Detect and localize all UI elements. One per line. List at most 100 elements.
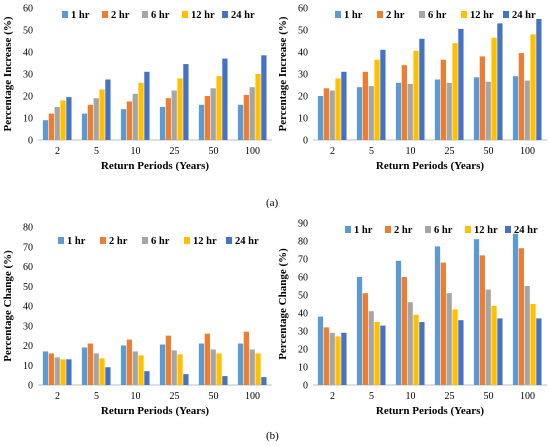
bar xyxy=(183,374,189,385)
bar xyxy=(518,53,524,140)
y-axis-title: Percentage Change (%) xyxy=(277,248,289,360)
bar xyxy=(159,107,166,140)
legend-swatch xyxy=(226,237,232,244)
bar xyxy=(132,351,138,385)
y-tick-label: 40 xyxy=(23,302,33,313)
y-tick-label: 10 xyxy=(298,363,308,374)
bar xyxy=(138,355,144,386)
legend-label: 1 hr xyxy=(67,236,86,247)
y-axis-title: Percentage Increase (%) xyxy=(277,16,289,131)
y-tick-label: 40 xyxy=(298,309,308,320)
bar xyxy=(536,19,542,140)
bar xyxy=(42,120,49,140)
bar xyxy=(165,335,171,386)
bar xyxy=(497,318,503,385)
bar xyxy=(243,331,249,385)
legend-label: 6 hr xyxy=(151,10,170,21)
bar xyxy=(380,325,386,385)
bar xyxy=(261,55,267,140)
y-tick-label: 10 xyxy=(298,114,308,125)
caption-a: (a) xyxy=(266,197,279,209)
bar xyxy=(473,77,480,140)
x-tick-label: 2 xyxy=(330,146,335,157)
x-tick-label: 2 xyxy=(330,391,335,402)
bar xyxy=(317,316,324,385)
legend-label: 2 hr xyxy=(386,10,405,21)
x-axis-title: Return Periods (Years) xyxy=(376,160,484,172)
bar xyxy=(407,83,413,140)
bar xyxy=(120,345,127,385)
bar xyxy=(341,332,347,385)
x-tick-label: 50 xyxy=(484,391,494,402)
legend-label: 24 hr xyxy=(514,225,538,236)
legend-swatch xyxy=(142,11,148,18)
bar xyxy=(368,86,374,140)
x-tick-label: 25 xyxy=(445,391,455,402)
bar xyxy=(512,76,519,140)
x-tick-label: 5 xyxy=(369,391,374,402)
legend-swatch xyxy=(377,11,383,18)
legend-label: 24 hr xyxy=(235,236,259,247)
bar xyxy=(323,327,329,385)
legend-swatch xyxy=(503,11,509,18)
y-axis-title: Percentage Change (%) xyxy=(2,250,14,362)
bar xyxy=(395,260,402,385)
y-tick-label: 30 xyxy=(23,321,33,332)
bar xyxy=(48,113,54,140)
bar xyxy=(159,344,166,385)
legend-label: 12 hr xyxy=(470,10,494,21)
y-tick-label: 0 xyxy=(303,381,308,392)
x-tick-label: 10 xyxy=(406,146,416,157)
bar xyxy=(198,343,205,385)
legend-swatch xyxy=(100,237,106,244)
legend-label: 1 hr xyxy=(354,225,373,236)
legend-swatch xyxy=(222,11,228,18)
bar xyxy=(198,104,205,140)
bar xyxy=(356,87,363,140)
bar xyxy=(362,293,368,385)
legend-label: 2 hr xyxy=(111,10,130,21)
y-tick-label: 30 xyxy=(23,70,33,81)
bar xyxy=(497,23,503,140)
x-tick-label: 10 xyxy=(131,146,141,157)
bar xyxy=(518,248,524,385)
x-tick-label: 25 xyxy=(170,391,180,402)
bar xyxy=(407,302,413,385)
bar xyxy=(177,78,183,140)
legend-label: 24 hr xyxy=(512,10,536,21)
x-tick-label: 100 xyxy=(245,146,260,157)
legend-swatch xyxy=(419,11,425,18)
bar xyxy=(93,353,99,385)
bar xyxy=(329,332,335,385)
x-tick-label: 5 xyxy=(94,391,99,402)
legend-label: 6 hr xyxy=(434,225,453,236)
bar xyxy=(530,34,536,140)
bar xyxy=(81,113,88,140)
y-tick-label: 0 xyxy=(28,381,33,392)
bar xyxy=(138,82,144,140)
x-tick-label: 10 xyxy=(406,391,416,402)
y-tick-label: 50 xyxy=(23,282,33,293)
bar xyxy=(93,98,99,140)
bar xyxy=(237,343,244,385)
legend-label: 12 hr xyxy=(474,225,498,236)
x-axis-title: Return Periods (Years) xyxy=(376,405,484,417)
y-tick-label: 60 xyxy=(298,4,308,15)
bar xyxy=(440,59,446,141)
bar xyxy=(54,107,60,140)
legend-label: 1 hr xyxy=(344,10,363,21)
x-tick-label: 100 xyxy=(245,391,260,402)
bar xyxy=(458,320,464,385)
legend-swatch xyxy=(62,11,68,18)
legend-label: 6 hr xyxy=(151,236,170,247)
x-tick-label: 25 xyxy=(170,146,180,157)
bar xyxy=(42,351,49,385)
bar xyxy=(216,353,222,385)
bar xyxy=(323,88,329,140)
y-tick-label: 20 xyxy=(298,345,308,356)
bar xyxy=(120,109,127,140)
legend-swatch xyxy=(425,226,431,233)
y-axis-title: Percentage Increase (%) xyxy=(2,16,14,131)
x-axis-title: Return Periods (Years) xyxy=(101,405,209,417)
y-tick-label: 70 xyxy=(298,255,308,266)
